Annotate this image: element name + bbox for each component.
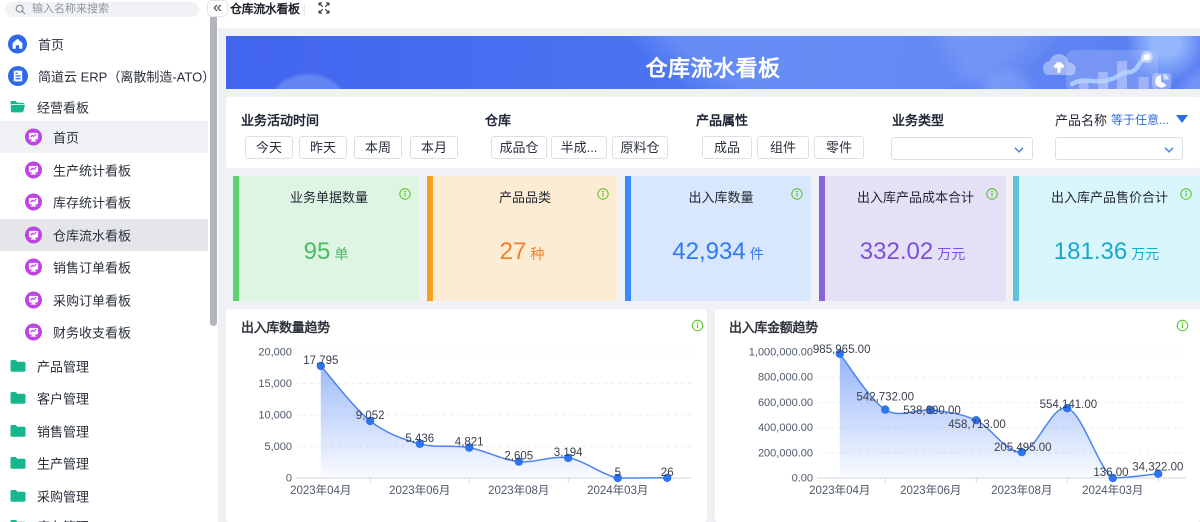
- svg-text:554,141.00: 554,141.00: [1040, 399, 1098, 411]
- svg-text:5,000: 5,000: [264, 441, 292, 453]
- svg-text:10,000: 10,000: [258, 410, 292, 422]
- svg-text:205,495.00: 205,495.00: [994, 442, 1052, 454]
- svg-text:458,713.00: 458,713.00: [948, 419, 1006, 431]
- svg-text:2023年06月: 2023年06月: [900, 483, 961, 497]
- svg-text:0.00: 0.00: [792, 473, 813, 485]
- svg-text:15,000: 15,000: [258, 378, 292, 390]
- svg-text:800,000.00: 800,000.00: [758, 372, 813, 384]
- svg-text:2,605: 2,605: [504, 451, 533, 463]
- svg-text:2023年04月: 2023年04月: [809, 483, 870, 497]
- svg-text:26: 26: [661, 467, 674, 479]
- svg-text:17,795: 17,795: [303, 355, 338, 367]
- svg-text:538,690.00: 538,690.00: [903, 405, 961, 417]
- svg-text:20,000: 20,000: [258, 347, 292, 359]
- svg-text:0: 0: [286, 473, 292, 485]
- svg-text:985,965.00: 985,965.00: [813, 344, 871, 356]
- svg-text:9,052: 9,052: [356, 410, 385, 422]
- svg-text:4,821: 4,821: [455, 437, 484, 449]
- svg-text:2023年08月: 2023年08月: [488, 483, 549, 497]
- svg-text:5: 5: [615, 467, 621, 479]
- svg-text:1,000,000.00: 1,000,000.00: [749, 347, 813, 359]
- svg-text:2024年03月: 2024年03月: [587, 483, 648, 497]
- svg-text:2024年03月: 2024年03月: [1082, 483, 1143, 497]
- svg-text:34,322.00: 34,322.00: [1132, 462, 1183, 474]
- svg-text:3,194: 3,194: [554, 447, 583, 459]
- svg-text:200,000.00: 200,000.00: [758, 447, 813, 459]
- svg-text:2023年06月: 2023年06月: [389, 483, 450, 497]
- svg-text:2023年08月: 2023年08月: [991, 483, 1052, 497]
- svg-text:2023年04月: 2023年04月: [290, 483, 351, 497]
- svg-text:542,732.00: 542,732.00: [856, 392, 914, 404]
- svg-text:136.00: 136.00: [1093, 467, 1128, 479]
- svg-text:600,000.00: 600,000.00: [758, 397, 813, 409]
- svg-text:400,000.00: 400,000.00: [758, 422, 813, 434]
- svg-text:5,436: 5,436: [405, 433, 434, 445]
